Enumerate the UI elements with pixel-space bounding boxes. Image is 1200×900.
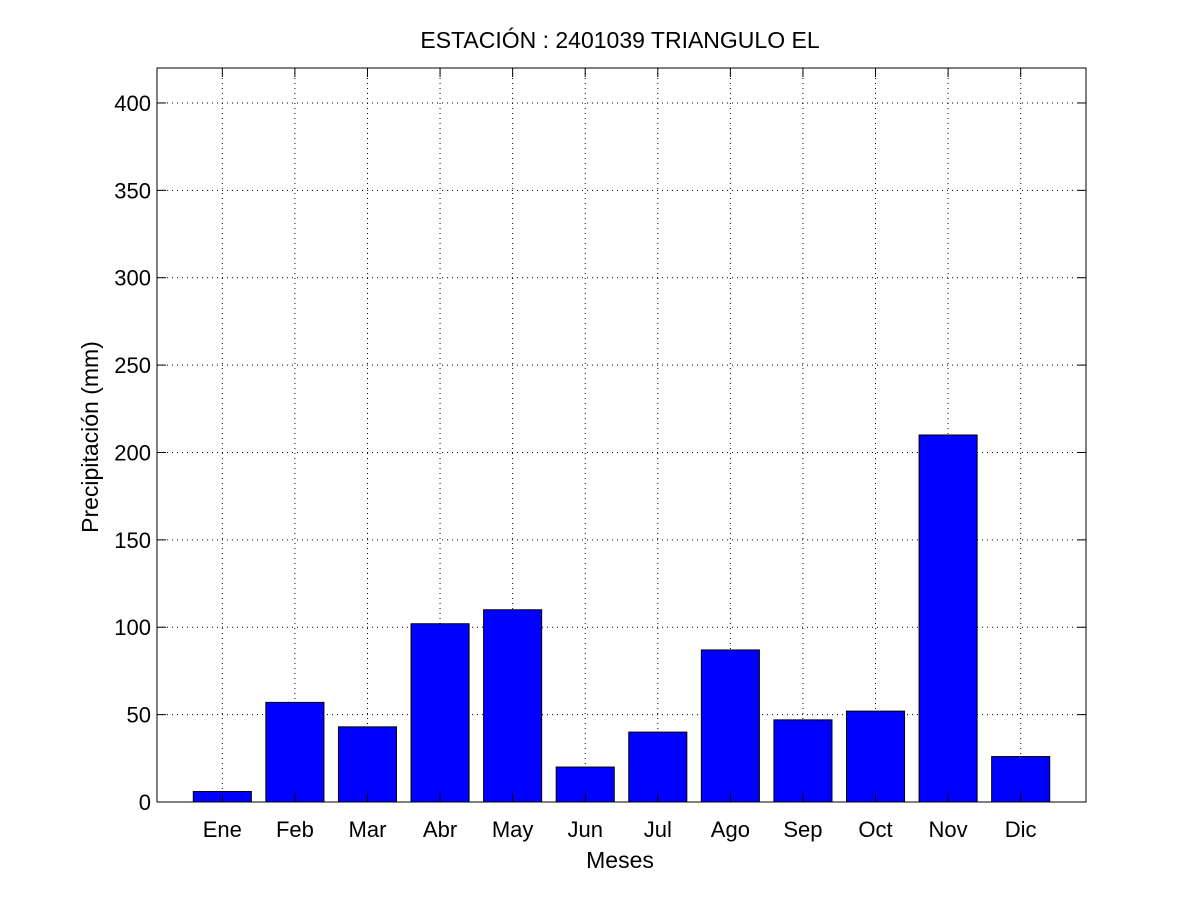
y-tick-label: 200 [114,440,151,465]
bar-mar [337,726,398,803]
bar-ago [700,649,760,803]
x-tick-label: Ene [203,817,242,842]
y-tick-label: 350 [114,178,151,203]
bar-abr [410,623,470,803]
x-tick-label: Nov [929,817,968,842]
bar-jul [628,731,688,803]
y-tick-label: 150 [114,528,151,553]
x-tick-label: Jun [567,817,602,842]
bar-feb [265,701,325,803]
x-tick-label: Mar [349,817,387,842]
x-tick-labels: Ene Feb Mar Abr May Jun Jul Ago Sep Oct Nov Dic [203,817,1037,842]
x-tick-label: Dic [1005,817,1037,842]
y-tick-label: 250 [114,353,151,378]
y-tick-label: 0 [139,790,151,815]
x-tick-label: May [492,817,534,842]
chart-title: ESTACIÓN : 2401039 TRIANGULO EL [420,27,819,53]
x-tick-label: Jul [644,817,672,842]
axes-box [156,67,1087,803]
x-tick-label: Feb [276,817,314,842]
x-tick-label: Oct [858,817,892,842]
x-axis-label: Meses [586,847,654,873]
x-tick-label: Sep [783,817,822,842]
x-tick-label: Abr [423,817,457,842]
y-tick-label: 50 [127,703,151,728]
tick-marks [157,68,1086,803]
bar-may [483,609,543,803]
x-tick-label: Ago [711,817,750,842]
bar-oct [845,710,906,803]
y-tick-labels: 0 50 100 150 200 250 300 350 400 [114,91,151,815]
y-tick-label: 300 [114,266,151,291]
bar-nov [918,434,978,803]
y-tick-label: 100 [114,615,151,640]
bar-sep [773,719,833,803]
bars [192,434,1051,803]
y-tick-label: 400 [114,91,151,116]
y-axis-label: Precipitación (mm) [77,341,103,533]
